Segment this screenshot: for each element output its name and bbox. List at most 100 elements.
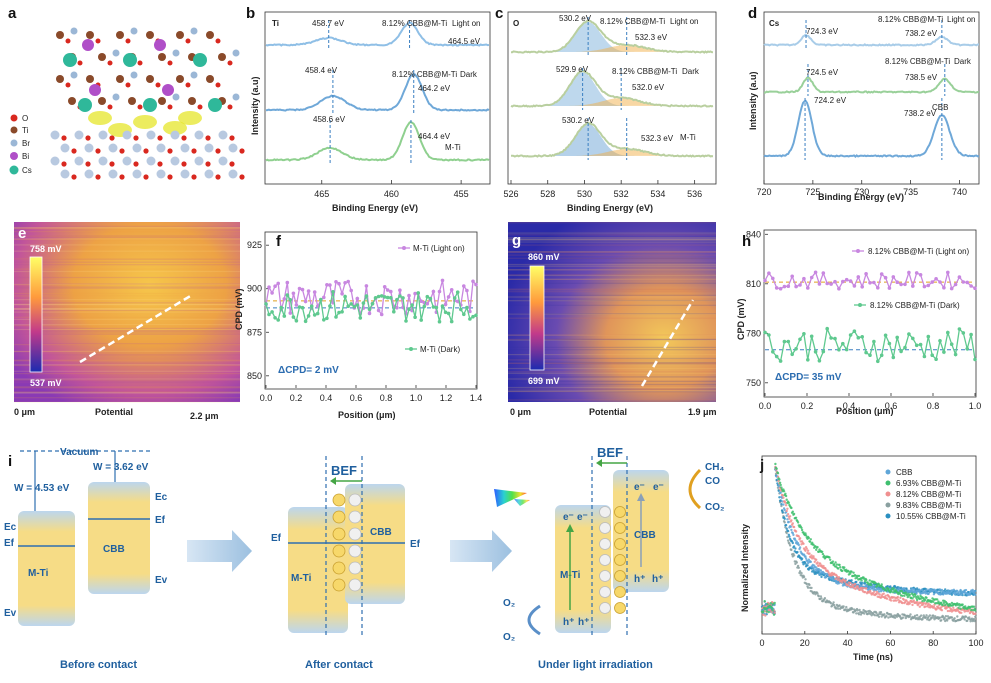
trpl-point-3 [918,605,921,608]
trpl-point-0 [802,575,806,579]
mti-h2: h⁺ [578,617,589,628]
trpl-point-4 [970,608,973,612]
scan-line [508,383,716,386]
scan-line [14,333,240,335]
bef-label-after: BEF [331,463,357,478]
co2-cycle-arrow [688,468,702,510]
b-peak1-light: 458.7 eV [312,19,345,28]
o-atom [181,161,187,167]
trpl-point-4 [972,605,976,608]
cpd-point-on [798,283,802,287]
ti-o-layer-atom [146,156,156,166]
cpd-point-on [856,275,861,279]
trpl-point-0 [940,619,943,622]
electron-bubble [348,493,362,507]
cpd-point-dark [763,330,767,335]
trpl-point-0 [795,561,798,564]
scan-line [508,399,716,401]
o-atom [61,135,67,141]
trpl-point-1 [861,581,864,584]
cpd-point-dark [398,294,402,298]
j-legend-1: 6.93% CBB@M-Ti [896,479,961,488]
trpl-point-3 [816,561,819,564]
trpl-point-4 [941,603,944,607]
electron-bubble [348,510,362,524]
cpd-point-dark [352,305,357,309]
cpd-point-dark [455,290,460,295]
trpl-point-4 [880,583,883,586]
cpd-point-dark [276,318,281,322]
g-right: 1.9 μm [688,407,717,417]
trpl-point-3 [924,605,927,608]
cpd-point-dark [860,335,864,339]
cpd-point-on [285,280,290,285]
trpl-point-2 [783,508,786,512]
d-trace1-name: 8.12% CBB@M-Ti [878,15,943,24]
y-tick-label: 840 [746,229,761,239]
scan-line [14,286,240,288]
caption-light: Under light irradiation [538,659,653,671]
trpl-point-2 [973,590,976,593]
trpl-point-4 [828,556,831,559]
cpd-point-on [946,270,950,275]
trpl-point-0 [817,595,820,598]
cpd-point-on [407,293,411,298]
scan-line [508,269,716,271]
trpl-point-3 [911,603,914,607]
trpl-point-0 [842,605,845,608]
cpd-point-dark [946,330,950,335]
ti-atom [158,53,166,61]
scan-line [508,288,716,290]
trpl-point-2 [869,588,872,591]
trpl-point-4 [900,589,903,593]
cpd-point-dark [373,296,378,300]
ti-o-layer-atom [98,156,108,166]
cpd-point-on [806,286,810,290]
cpd-point-on [895,280,899,285]
cpd-point-dark [340,310,344,314]
mti-ec: Ec [4,522,17,533]
scan-line [508,380,716,382]
ti-o-layer-atom [122,130,132,140]
transition-arrow-1 [187,530,252,572]
b-peak1-dark: 458.4 eV [305,66,338,75]
g-min: 699 mV [528,376,560,386]
cpd-point-dark [969,332,973,337]
cpd-point-on [965,280,969,285]
cpd-point-dark [401,296,405,300]
trpl-point-3 [841,581,844,584]
scan-line [14,227,240,229]
ti-o-layer-atom [122,156,132,166]
scan-line [14,258,240,260]
x-tick-label: 532 [614,189,629,199]
scan-line [14,343,240,345]
o-atom [119,174,125,180]
bi-atom [162,84,174,96]
x-tick-label: 80 [928,638,938,648]
cbb-ef: Ef [155,515,166,526]
trpl-point-1 [855,580,858,584]
o2-cycle-arrow [527,604,541,636]
cpd-point-dark [918,342,923,347]
scan-line [14,364,240,366]
scan-line [508,257,716,259]
ti-o-layer-atom [60,169,70,179]
x-tick-label: 460 [384,189,399,199]
light-source [494,489,527,507]
b-trace1-name: 8.12% CBB@M-Ti [382,19,447,28]
ti-o-layer-atom [84,143,94,153]
trpl-point-3 [974,612,977,615]
cpd-point-dark [300,305,305,310]
ti-atom [116,31,124,39]
trpl-point-2 [959,588,962,592]
scan-line [14,292,240,295]
scan-line [508,390,716,392]
cpd-point-dark [328,304,332,308]
trpl-point-4 [887,587,890,591]
trpl-point-4 [833,563,836,566]
scan-line [14,295,240,297]
trpl-point-4 [779,483,782,487]
trpl-point-3 [849,581,852,585]
cpd-point-on [443,302,448,307]
scan-line [14,304,240,306]
